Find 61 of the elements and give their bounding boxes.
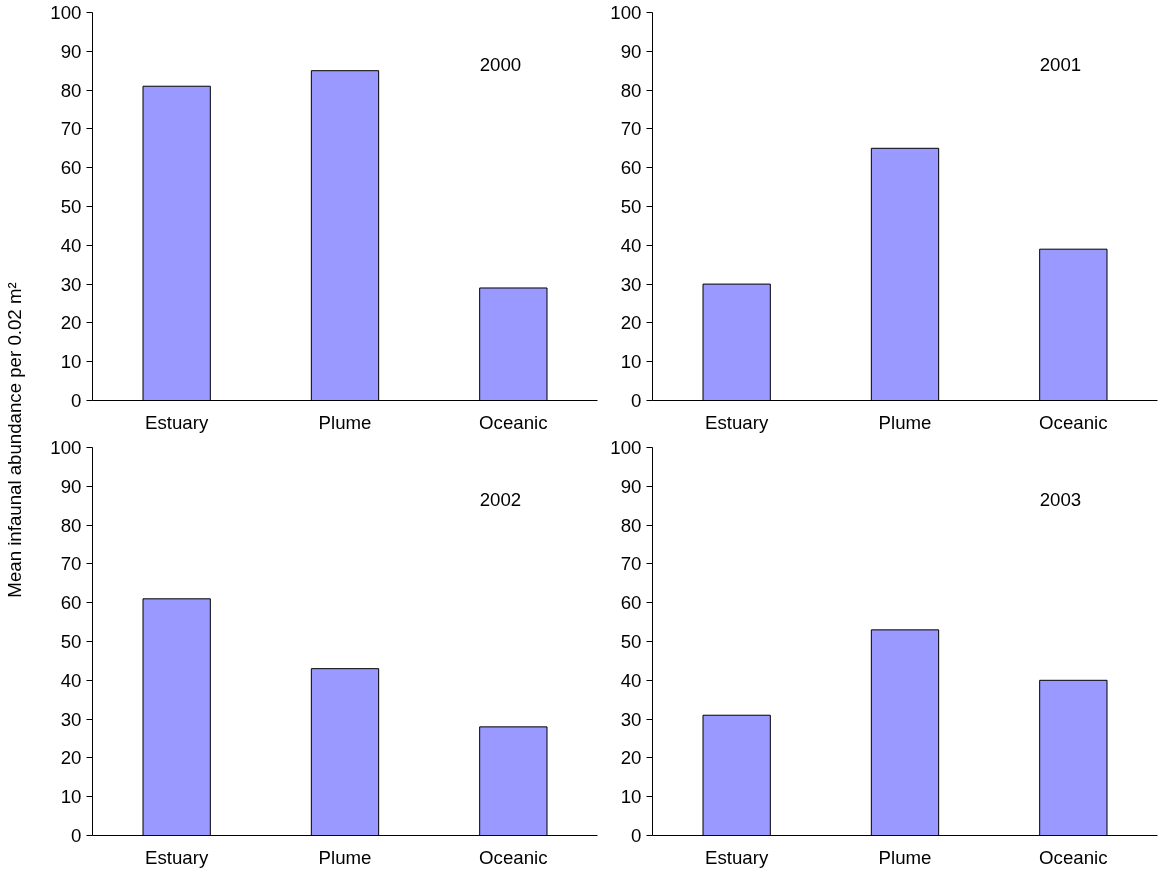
y-tick-label: 10 — [60, 786, 82, 808]
x-tick-label: Plume — [318, 411, 372, 433]
y-tick-label: 90 — [620, 475, 642, 497]
y-tick-label: 60 — [620, 157, 642, 179]
y-tick-label: 70 — [60, 553, 82, 575]
x-tick-label: Plume — [878, 846, 932, 868]
y-tick-label: 50 — [620, 196, 642, 217]
y-tick-label: 20 — [60, 312, 82, 334]
y-tick-label: 100 — [610, 2, 642, 23]
y-tick-label: 80 — [60, 514, 82, 536]
y-tick-label: 30 — [620, 708, 642, 730]
y-tick-label: 100 — [50, 437, 82, 458]
y-tick-label: 0 — [631, 825, 642, 846]
y-tick-label: 90 — [620, 40, 642, 62]
y-tick-label: 0 — [71, 390, 82, 411]
x-tick-label: Plume — [318, 846, 372, 868]
y-tick-label: 40 — [620, 234, 642, 256]
y-tick-label: 80 — [60, 79, 82, 101]
x-tick-label: Estuary — [705, 846, 769, 868]
y-tick-label: 40 — [620, 669, 642, 691]
x-tick-label: Oceanic — [479, 411, 548, 433]
text: 2002 — [479, 488, 522, 510]
y-tick-label: 60 — [60, 592, 82, 614]
y-tick-label: 70 — [620, 553, 642, 575]
x-tick-label: Oceanic — [479, 846, 548, 868]
y-tick-label: 0 — [71, 825, 82, 846]
x-tick-label: Estuary — [145, 846, 209, 868]
y-tick-label: 60 — [60, 157, 82, 179]
y-axis-title: Mean infaunal abundance per 0.02 m² — [4, 282, 26, 598]
y-tick-label: 80 — [620, 79, 642, 101]
y-tick-label: 20 — [620, 312, 642, 334]
text: 2001 — [1039, 53, 1082, 75]
y-tick-label: 70 — [60, 118, 82, 140]
y-tick-label: 30 — [60, 708, 82, 730]
y-tick-label: 100 — [50, 2, 82, 23]
y-tick-label: 10 — [620, 786, 642, 808]
y-tick-label: 50 — [60, 631, 82, 652]
y-tick-label: 40 — [60, 669, 82, 691]
y-tick-label: 40 — [60, 234, 82, 256]
y-tick-label: 70 — [620, 118, 642, 140]
y-tick-label: 10 — [620, 351, 642, 373]
y-tick-label: 20 — [60, 747, 82, 769]
y-tick-label: 50 — [620, 631, 642, 652]
x-tick-label: Oceanic — [1039, 846, 1108, 868]
y-tick-label: 10 — [60, 351, 82, 373]
x-tick-label: Oceanic — [1039, 411, 1108, 433]
y-tick-label: 90 — [60, 40, 82, 62]
x-tick-label: Estuary — [705, 411, 769, 433]
y-tick-label: 80 — [620, 514, 642, 536]
y-tick-label: 60 — [620, 592, 642, 614]
y-tick-label: 50 — [60, 196, 82, 217]
x-tick-label: Estuary — [145, 411, 209, 433]
text: 2000 — [479, 53, 522, 75]
y-tick-label: 20 — [620, 747, 642, 769]
y-tick-label: 100 — [610, 437, 642, 458]
y-tick-label: 0 — [631, 390, 642, 411]
y-tick-label: 30 — [620, 273, 642, 295]
x-tick-label: Plume — [878, 411, 932, 433]
y-tick-label: 30 — [60, 273, 82, 295]
y-tick-label: 90 — [60, 475, 82, 497]
text: 2003 — [1039, 488, 1082, 510]
